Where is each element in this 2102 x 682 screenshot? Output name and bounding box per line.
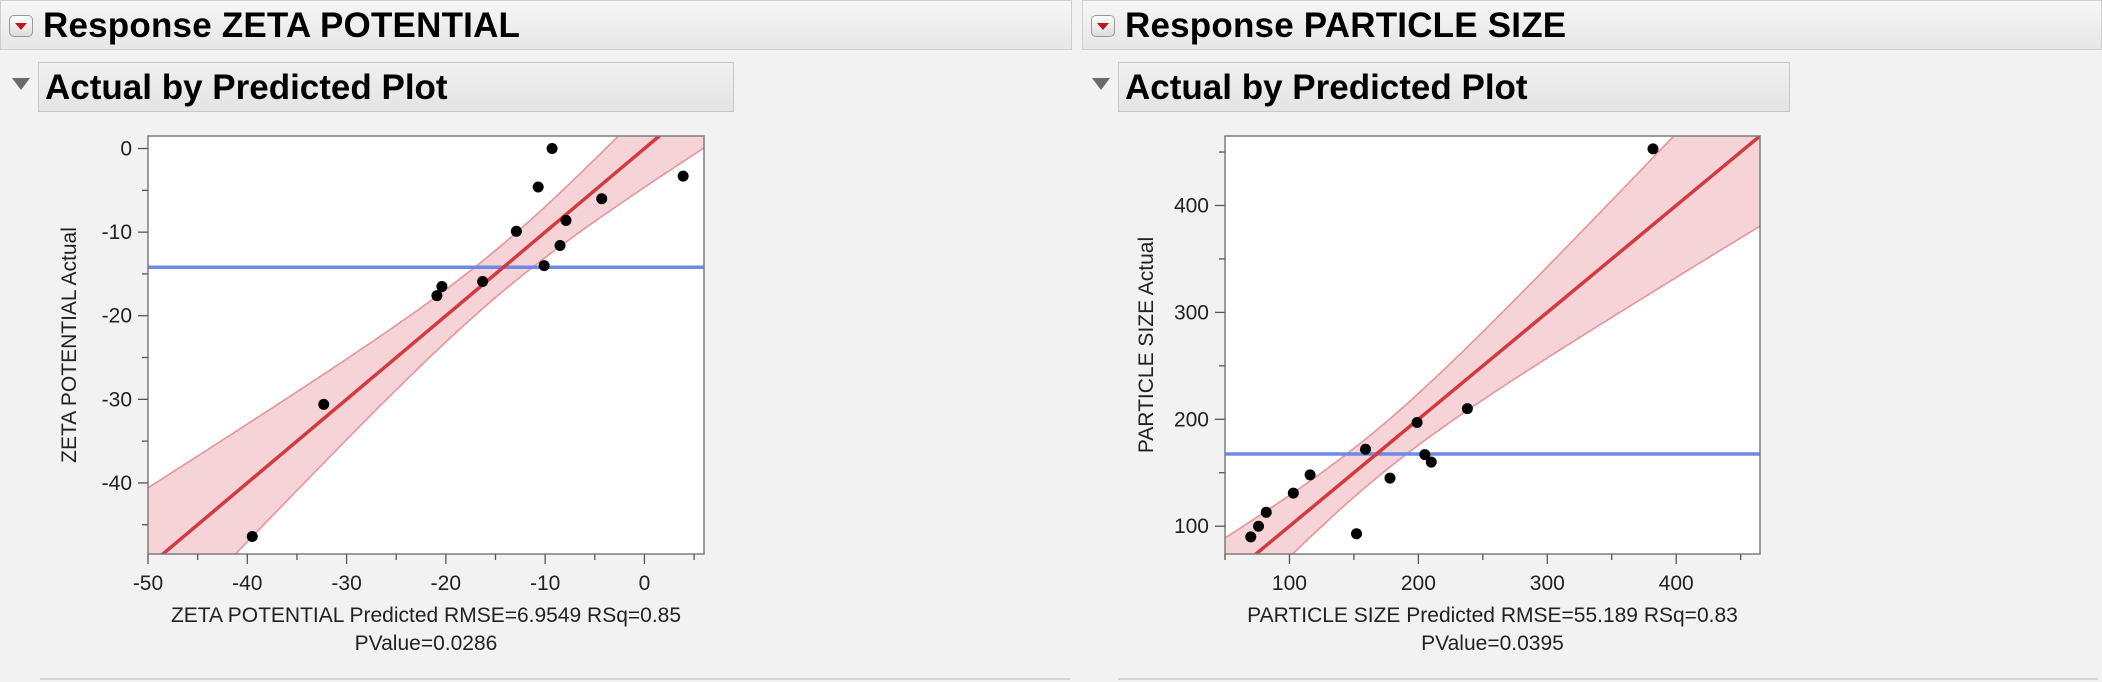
data-point [1419, 449, 1431, 461]
x-tick-label: 300 [1530, 572, 1565, 595]
plot-frame [1224, 135, 1761, 555]
x-tick-label: -30 [331, 572, 361, 595]
x-tick-label: 100 [1272, 572, 1307, 595]
data-point [532, 181, 544, 193]
section-header: Actual by Predicted Plot [1118, 62, 1790, 112]
data-point [1425, 456, 1437, 468]
data-point [436, 280, 448, 292]
x-axis-label: PARTICLE SIZE Predicted RMSE=55.189 RSq=… [1247, 604, 1738, 627]
data-point [560, 214, 572, 226]
data-point [596, 193, 608, 205]
zeta-actual-by-predicted-chart: -50 -40 -30 -20 -10 0 0 -10 -20 -30 -40 ZETA POTENT… [58, 135, 705, 655]
data-point [477, 275, 489, 287]
data-point [1384, 472, 1396, 484]
data-point [1461, 403, 1473, 415]
y-axis-label: ZETA POTENTIAL Actual [58, 227, 81, 463]
fit-line [160, 136, 663, 554]
y-axis-label: PARTICLE SIZE Actual [1135, 237, 1158, 453]
section-title: Actual by Predicted Plot [45, 68, 448, 107]
data-point [1360, 443, 1372, 455]
data-point [546, 143, 558, 155]
data-point [510, 225, 522, 237]
confidence-band [1225, 136, 1760, 554]
response-header: Response ZETA POTENTIAL [0, 0, 1072, 50]
data-point [1245, 531, 1257, 543]
data-point [1253, 520, 1265, 532]
x-tick-label: 200 [1401, 572, 1436, 595]
confidence-lower-curve [1291, 225, 1760, 554]
zeta-response-panel: Response ZETA POTENTIAL Actual by Predic… [0, 0, 1072, 680]
y-tick-label: -10 [102, 221, 132, 244]
data-point [431, 290, 443, 302]
plot-frame [147, 135, 705, 555]
section-title: Actual by Predicted Plot [1125, 68, 1528, 107]
x-axis-label-pvalue: PValue=0.0286 [355, 632, 498, 655]
response-title: Response PARTICLE SIZE [1125, 6, 1567, 45]
red-triangle-menu-icon[interactable] [1091, 15, 1115, 37]
y-tick-label: -40 [102, 472, 132, 495]
divider [1118, 678, 2098, 680]
y-tick-label: 300 [1174, 301, 1209, 324]
x-tick-label: 0 [639, 572, 651, 595]
data-point [1287, 487, 1299, 499]
data-point [1647, 143, 1659, 155]
y-tick-label: -30 [102, 388, 132, 411]
plot-content [1225, 136, 1760, 554]
x-tick-label: -40 [232, 572, 262, 595]
data-point [1304, 469, 1316, 481]
red-triangle-menu-icon[interactable] [9, 15, 33, 37]
x-axis-label: ZETA POTENTIAL Predicted RMSE=6.9549 RSq… [171, 604, 681, 627]
x-tick-label: 400 [1659, 572, 1694, 595]
data-point [1350, 528, 1362, 540]
y-tick-label: 0 [120, 138, 132, 161]
x-tick-label: -20 [431, 572, 461, 595]
disclosure-triangle-icon[interactable] [1092, 78, 1110, 90]
response-header: Response PARTICLE SIZE [1082, 0, 2102, 50]
particle-size-actual-by-predicted-chart: 100 200 300 400 100 200 300 400 PARTICLE SIZE Pr… [1135, 135, 1761, 655]
data-point [554, 240, 566, 252]
data-point [318, 398, 330, 410]
x-axis-label-pvalue: PValue=0.0395 [1421, 632, 1564, 655]
particle-size-response-panel: Response PARTICLE SIZE Actual by Predict… [1082, 0, 2102, 682]
confidence-lower-curve [234, 147, 704, 554]
x-tick-label: -10 [530, 572, 560, 595]
y-tick-label: 100 [1174, 515, 1209, 538]
x-tick-label: -50 [133, 572, 163, 595]
divider [40, 678, 1070, 680]
y-tick-label: 200 [1174, 408, 1209, 431]
data-point [246, 530, 258, 542]
disclosure-triangle-icon[interactable] [12, 78, 30, 90]
plot-content [148, 136, 704, 554]
response-title: Response ZETA POTENTIAL [43, 6, 521, 45]
data-point [677, 170, 689, 182]
data-point [1411, 417, 1423, 429]
y-tick-label: -20 [102, 305, 132, 328]
section-header: Actual by Predicted Plot [38, 62, 734, 112]
fit-line [1253, 136, 1760, 554]
data-point [1260, 506, 1272, 518]
data-point [538, 260, 550, 272]
y-tick-label: 400 [1174, 194, 1209, 217]
confidence-upper-curve [148, 136, 620, 489]
